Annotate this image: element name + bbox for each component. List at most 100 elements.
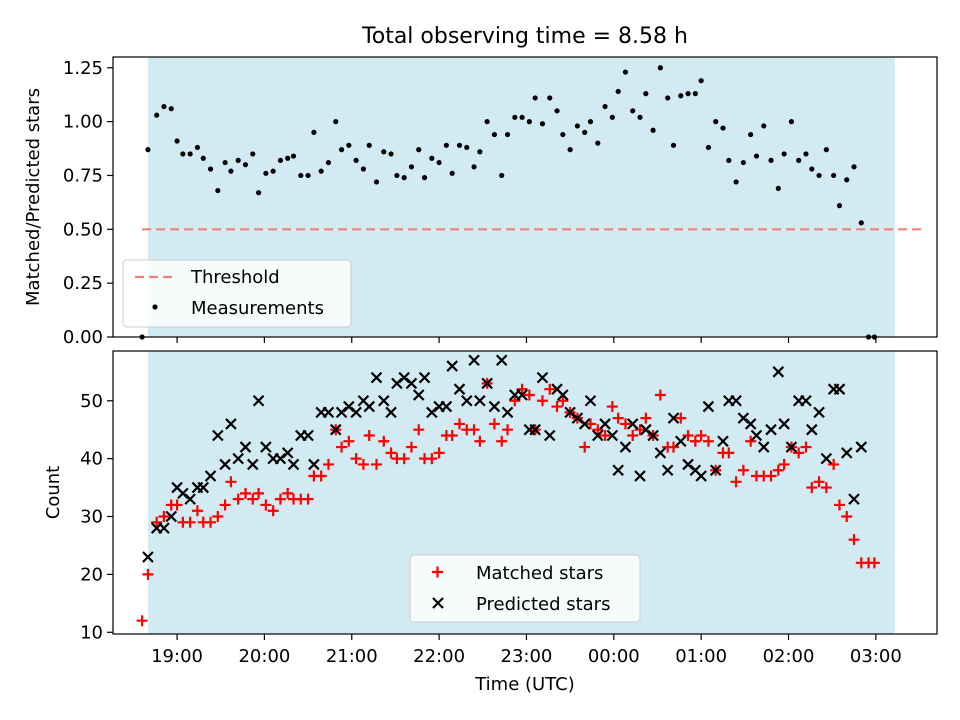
measurement-point — [657, 65, 663, 71]
matched-star-point — [612, 412, 624, 424]
predicted-star-point — [543, 429, 556, 442]
predicted-star-point — [772, 366, 785, 378]
measurement-point — [567, 147, 573, 153]
predicted-star-point — [468, 354, 480, 367]
measurement-point — [705, 144, 712, 151]
matched-star-point — [191, 505, 203, 517]
legend-label-threshold: Threshold — [190, 267, 280, 288]
measurement-point — [456, 142, 463, 148]
measurement-point — [526, 119, 532, 125]
matched-star-point — [745, 435, 757, 447]
measurement-point — [836, 203, 843, 209]
predicted-star-point — [481, 377, 493, 390]
matched-star-point — [219, 499, 231, 511]
matched-star-point — [171, 499, 183, 511]
predicted-star-point — [260, 441, 272, 453]
measurement-point — [421, 175, 428, 181]
predicted-star-point — [578, 418, 591, 430]
matched-star-point — [667, 441, 679, 453]
measurement-point — [408, 164, 415, 170]
measurement-point — [692, 91, 698, 97]
matched-star-point — [158, 511, 170, 523]
measurement-point — [851, 164, 857, 170]
measurement-point — [713, 119, 719, 125]
predicted-star-point — [184, 493, 196, 505]
predicted-star-point — [329, 423, 342, 436]
count-panel: 10 20 30 40 50 19:00 20:00 21:00 22:00 23:00 00:00… — [43, 350, 938, 695]
measurement-point — [637, 114, 643, 120]
measurement-point — [290, 153, 297, 159]
matched-star-point — [474, 435, 486, 447]
matched-star-point — [737, 464, 749, 476]
y-tick-label: 1.25 — [63, 58, 103, 79]
measurement-point — [311, 129, 317, 135]
measurement-point — [582, 129, 588, 135]
matched-star-point — [599, 429, 611, 441]
measurement-point — [781, 151, 787, 157]
legend-matched-swatch — [432, 566, 443, 578]
matched-star-point — [585, 418, 597, 430]
matched-star-point — [282, 487, 294, 499]
measurement-point — [360, 166, 367, 172]
predicted-star-point — [219, 458, 231, 471]
predicted-star-point — [501, 406, 514, 419]
measurement-point — [449, 170, 455, 176]
measurement-point — [187, 151, 193, 157]
matched-star-point — [557, 395, 569, 407]
matched-star-point — [468, 424, 480, 436]
predicted-star-point — [634, 470, 646, 482]
measurement-point — [200, 155, 206, 161]
measurement-point — [484, 119, 490, 125]
predicted-star-point — [667, 412, 680, 424]
matched-star-point — [363, 429, 375, 441]
legend-label-predicted: Predicted stars — [476, 594, 610, 615]
predicted-star-point — [281, 447, 294, 459]
x-tick-label: 23:00 — [501, 646, 553, 667]
matched-star-point — [343, 435, 355, 447]
series-matched-stars — [136, 377, 880, 627]
measurement-point — [277, 157, 284, 163]
measurement-point — [519, 114, 525, 120]
legend-measurement-swatch — [152, 304, 158, 310]
matched-star-point — [523, 389, 535, 401]
predicted-star-point — [239, 441, 252, 453]
measurement-point — [643, 91, 649, 97]
predicted-star-point — [378, 394, 390, 407]
matched-star-point — [239, 487, 251, 499]
matched-star-point — [405, 441, 417, 453]
predicted-star-point — [674, 435, 687, 448]
y-axis-label: Matched/Predicted stars — [23, 88, 44, 306]
legend: Matched stars Predicted stars — [409, 554, 641, 623]
measurement-point — [609, 114, 615, 120]
measurement-point — [353, 157, 359, 163]
y-tick-label: 0.00 — [63, 327, 103, 348]
measurement-point — [622, 69, 629, 75]
measurement-point — [547, 95, 553, 101]
matched-star-point — [619, 418, 631, 430]
x-tick-label: 02:00 — [763, 646, 815, 667]
matched-star-point — [357, 458, 369, 470]
matched-star-point — [371, 458, 383, 470]
predicted-star-point — [584, 394, 597, 407]
measurement-point — [560, 131, 566, 138]
predicted-star-point — [557, 389, 569, 401]
predicted-star-point — [165, 510, 178, 523]
measurement-point — [180, 151, 186, 157]
matched-star-point — [800, 441, 812, 453]
matched-star-point — [136, 615, 148, 627]
measurement-point — [416, 147, 422, 153]
measurement-point — [250, 151, 256, 157]
predicted-star-point — [225, 418, 237, 430]
matched-star-point — [302, 493, 314, 505]
measurement-point — [318, 168, 324, 174]
predicted-star-point — [709, 464, 722, 476]
matched-star-point — [730, 476, 742, 488]
measurement-point — [788, 119, 795, 125]
measurement-point — [464, 144, 470, 151]
y-tick-label: 10 — [80, 622, 103, 643]
measurement-point — [222, 159, 228, 166]
measurement-point — [595, 140, 601, 146]
matched-star-point — [433, 447, 445, 459]
measurement-point — [733, 179, 739, 185]
